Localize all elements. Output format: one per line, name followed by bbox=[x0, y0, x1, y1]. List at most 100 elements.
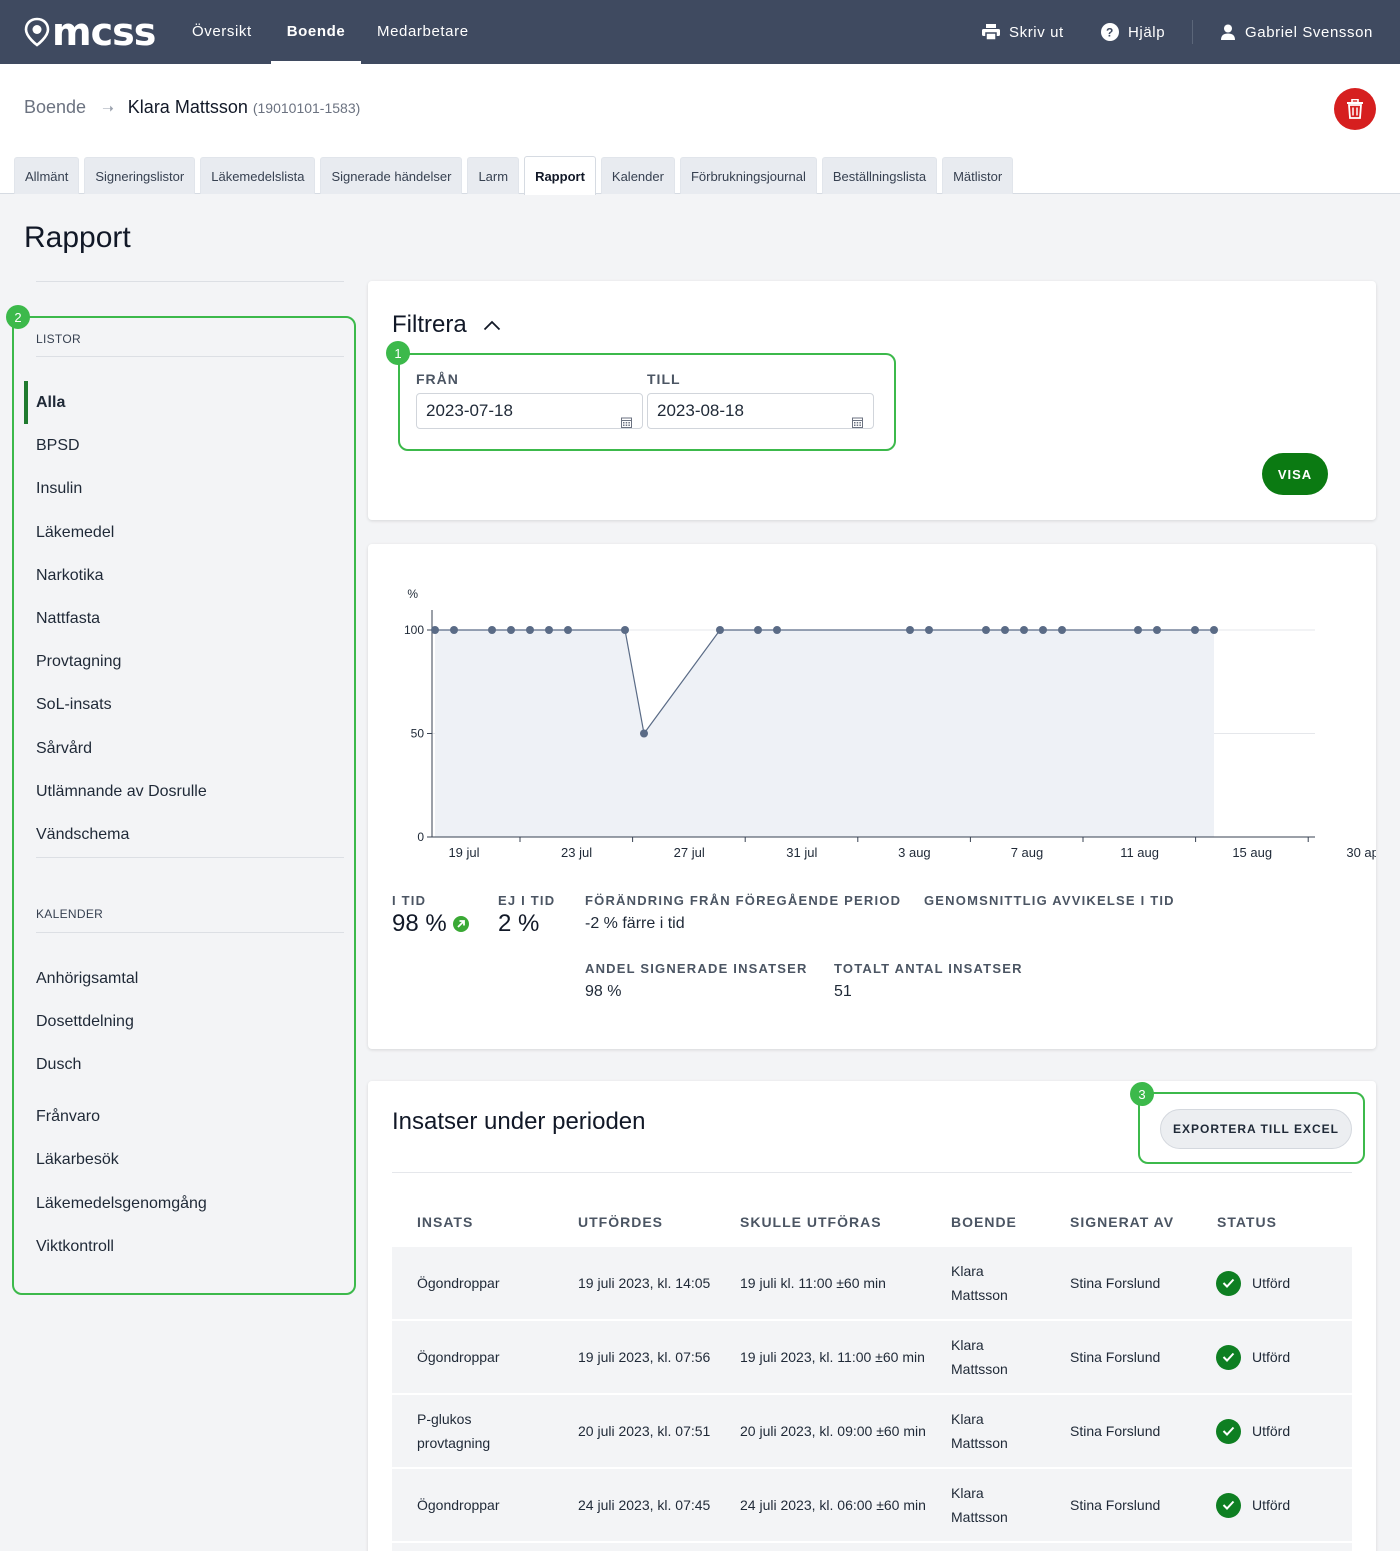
cell-boende: Klara Mattsson bbox=[951, 1411, 1008, 1451]
tab-larm[interactable]: Larm bbox=[467, 157, 520, 194]
data-point bbox=[450, 626, 458, 634]
print-button[interactable]: Skriv ut bbox=[982, 0, 1064, 64]
interventions-card: Insatser under perioden 3 EXPORTERA TILL… bbox=[368, 1081, 1376, 1551]
sidebar-item-bpsd[interactable]: BPSD bbox=[36, 437, 80, 454]
tab-rapport[interactable]: Rapport bbox=[524, 156, 596, 195]
header-skulle-utforas[interactable]: SKULLE UTFÖRAS bbox=[740, 1214, 882, 1230]
help-button[interactable]: ? Hjälp bbox=[1101, 0, 1165, 64]
data-point bbox=[1210, 626, 1218, 634]
sidebar-item-nattfasta[interactable]: Nattfasta bbox=[36, 610, 101, 627]
resident-name: Klara Mattsson bbox=[127, 97, 248, 117]
sidebar-item-dusch[interactable]: Dusch bbox=[36, 1056, 82, 1073]
data-point bbox=[1020, 626, 1028, 634]
data-point bbox=[1001, 626, 1009, 634]
help-icon: ? bbox=[1101, 23, 1119, 41]
sidebar-item-franvaro[interactable]: Frånvaro bbox=[36, 1108, 101, 1125]
from-date-input[interactable]: 2023-07-18 bbox=[416, 393, 643, 429]
nav-oversikt[interactable]: Översikt bbox=[192, 23, 252, 40]
data-point bbox=[526, 626, 534, 634]
breadcrumb-root[interactable]: Boende bbox=[24, 97, 87, 117]
show-button[interactable]: VISA bbox=[1262, 453, 1328, 495]
sidebar-item-alla[interactable]: Alla bbox=[24, 381, 344, 424]
table-row[interactable]: Ögondroppar 24 juli 2023, kl. 07:45 24 j… bbox=[392, 1469, 1352, 1541]
table-row[interactable]: Ögondroppar 19 juli 2023, kl. 14:05 19 j… bbox=[392, 1247, 1352, 1319]
from-date-value: 2023-07-18 bbox=[426, 401, 513, 420]
sidebar-item-provtagning[interactable]: Provtagning bbox=[36, 653, 122, 670]
chart-card: 0 50 100% 19 jul 23 jul 27 jul 31 jul 3 aug 7 au… bbox=[368, 544, 1376, 1049]
header-insats[interactable]: INSATS bbox=[417, 1214, 474, 1230]
sidebar-item-sarvard[interactable]: Sårvård bbox=[36, 740, 93, 757]
tab-kalender[interactable]: Kalender bbox=[600, 157, 675, 194]
data-point bbox=[754, 626, 762, 634]
export-excel-button[interactable]: EXPORTERA TILL EXCEL bbox=[1160, 1109, 1352, 1149]
user-name: Gabriel Svensson bbox=[1245, 23, 1373, 41]
x-tick-label: 15 aug bbox=[1232, 845, 1272, 860]
tab-forbrukningsjournal[interactable]: Förbrukningsjournal bbox=[679, 157, 817, 194]
filter-toggle[interactable]: Filtrera bbox=[392, 311, 501, 339]
header-signerat-av[interactable]: SIGNERAT AV bbox=[1070, 1214, 1175, 1230]
sidebar-item-vandschema[interactable]: Vändschema bbox=[36, 826, 130, 843]
cell-status: Utförd bbox=[1216, 1469, 1290, 1541]
sidebar-item-lakemedelsgenomgang[interactable]: Läkemedelsgenomgång bbox=[36, 1195, 207, 1212]
header-status[interactable]: STATUS bbox=[1217, 1214, 1277, 1230]
sidebar-item-lakarbesok[interactable]: Läkarbesök bbox=[36, 1151, 119, 1168]
sidebar-item-lakemedel[interactable]: Läkemedel bbox=[36, 524, 115, 541]
logo-pin-icon bbox=[24, 17, 50, 47]
svg-text:?: ? bbox=[1106, 26, 1114, 40]
data-point bbox=[982, 626, 990, 634]
top-navigation: mcss Översikt Boende Medarbetare Skriv u… bbox=[0, 0, 1400, 64]
data-point bbox=[925, 626, 933, 634]
calendar-icon[interactable] bbox=[621, 406, 632, 440]
chevron-up-icon bbox=[483, 320, 501, 331]
cell-insats: P-glukos provtagning bbox=[417, 1411, 491, 1451]
listor-divider bbox=[36, 356, 344, 357]
sidebar-item-viktkontroll[interactable]: Viktkontroll bbox=[36, 1238, 114, 1255]
tab-bestallningslista[interactable]: Beställningslista bbox=[821, 157, 938, 194]
table-row[interactable]: P-glukos provtagning 20 juli 2023, kl. 0… bbox=[392, 1395, 1352, 1467]
nav-boende[interactable]: Boende bbox=[271, 0, 361, 64]
header-boende[interactable]: BOENDE bbox=[951, 1214, 1017, 1230]
sidebar-item-narkotika[interactable]: Narkotika bbox=[36, 567, 104, 584]
tab-signeringslistor[interactable]: Signeringslistor bbox=[84, 157, 196, 194]
listor-end-divider bbox=[36, 857, 344, 858]
sidebar-item-insulin[interactable]: Insulin bbox=[36, 480, 83, 497]
sidebar-item-anhorigsamtal[interactable]: Anhörigsamtal bbox=[36, 970, 139, 987]
cell-utfordes: 19 juli 2023, kl. 07:56 bbox=[578, 1349, 711, 1365]
header-utfordes[interactable]: UTFÖRDES bbox=[578, 1214, 663, 1230]
check-circle-icon bbox=[1216, 1418, 1241, 1444]
x-tick-label: 31 jul bbox=[786, 845, 817, 860]
to-date-input[interactable]: 2023-08-18 bbox=[647, 393, 874, 429]
sidebar-item-sol-insats[interactable]: SoL-insats bbox=[36, 696, 112, 713]
table-row[interactable]: Ögondroppar 19 juli 2023, kl. 07:56 19 j… bbox=[392, 1321, 1352, 1393]
calendar-icon[interactable] bbox=[852, 406, 863, 440]
annotation-badge-3: 3 bbox=[1130, 1082, 1154, 1106]
from-label: FRÅN bbox=[416, 371, 459, 387]
in-time-label: I TID bbox=[392, 893, 427, 908]
tab-signerade-handelser[interactable]: Signerade händelser bbox=[320, 157, 463, 194]
tab-allmant[interactable]: Allmänt bbox=[14, 157, 80, 194]
sidebar-item-dosettdelning[interactable]: Dosettdelning bbox=[36, 1013, 134, 1030]
mcss-logo[interactable]: mcss bbox=[24, 13, 156, 51]
user-menu[interactable]: Gabriel Svensson bbox=[1220, 0, 1373, 64]
table-row[interactable] bbox=[392, 1543, 1352, 1551]
tab-lakemedelslista[interactable]: Läkemedelslista bbox=[200, 157, 316, 194]
data-point bbox=[773, 626, 781, 634]
annotation-badge-2: 2 bbox=[6, 305, 30, 329]
status-label: Utförd bbox=[1252, 1423, 1291, 1439]
tab-matlistor[interactable]: Mätlistor bbox=[942, 157, 1014, 194]
x-tick-label: 23 jul bbox=[561, 845, 592, 860]
data-point bbox=[906, 626, 914, 634]
user-icon bbox=[1220, 24, 1236, 40]
print-label: Skriv ut bbox=[1009, 23, 1064, 41]
sidebar-item-utlamnande-dosrulle[interactable]: Utlämnande av Dosrulle bbox=[36, 783, 207, 800]
nav-medarbetare[interactable]: Medarbetare bbox=[377, 23, 469, 40]
cell-insats: Ögondroppar bbox=[417, 1497, 500, 1513]
cell-skulle-utforas: 19 juli kl. 11:00 ±60 min bbox=[740, 1275, 886, 1291]
x-tick-label: 11 aug bbox=[1120, 845, 1159, 860]
in-time-value: 98 % bbox=[392, 910, 447, 937]
resident-tabs: Allmänt Signeringslistor Läkemedelslista… bbox=[14, 156, 1018, 195]
total-label: TOTALT ANTAL INSATSER bbox=[834, 961, 1023, 976]
not-in-time-value: 2 % bbox=[498, 910, 540, 937]
resident-header: Boende ➝ Klara Mattsson (19010101-1583) … bbox=[0, 64, 1400, 195]
delete-button[interactable] bbox=[1334, 88, 1376, 130]
